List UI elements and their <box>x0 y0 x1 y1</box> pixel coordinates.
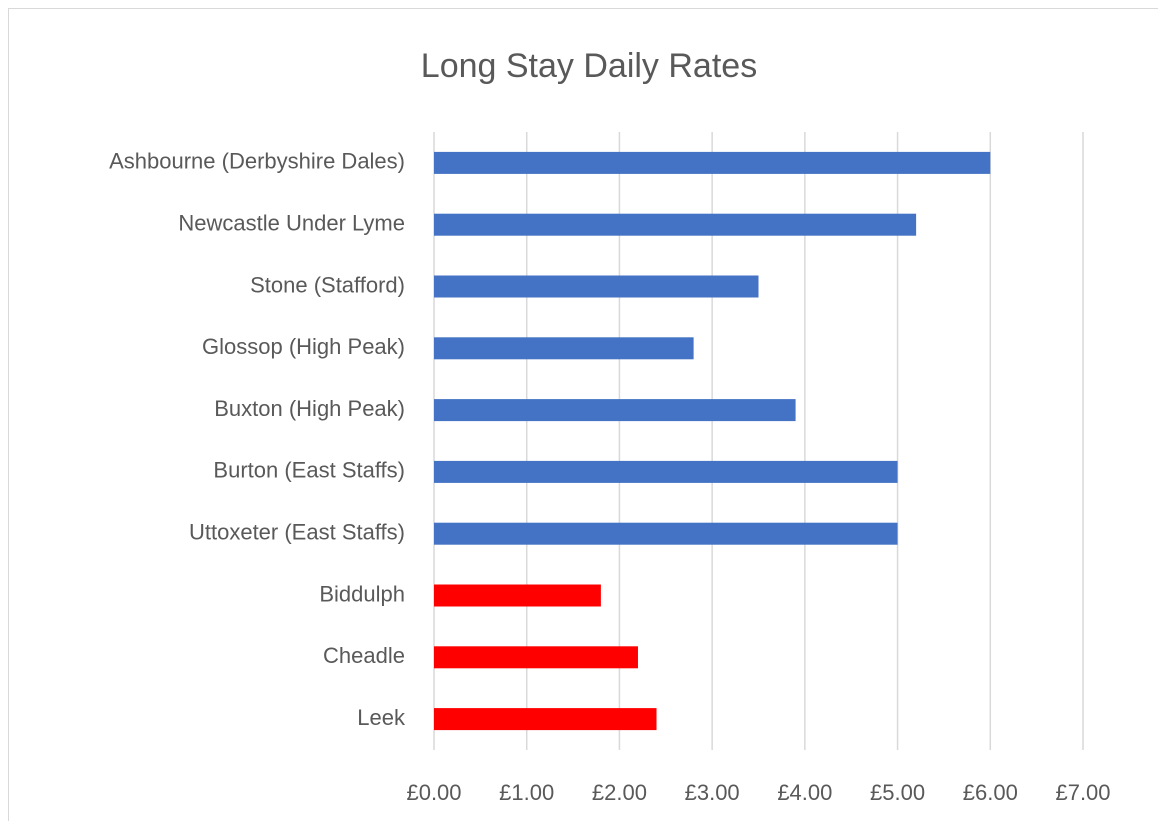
x-tick-label: £7.00 <box>1055 780 1110 805</box>
bar <box>434 213 917 236</box>
chart-title: Long Stay Daily Rates <box>421 47 757 85</box>
bar <box>434 522 898 545</box>
y-tick-label: Uttoxeter (East Staffs) <box>189 520 405 545</box>
x-tick-label: £5.00 <box>870 780 925 805</box>
y-tick-label: Glossop (High Peak) <box>202 334 405 359</box>
y-tick-label: Biddulph <box>319 581 405 606</box>
bar <box>434 399 796 422</box>
y-tick-label: Leek <box>357 705 406 730</box>
x-tick-label: £1.00 <box>499 780 554 805</box>
bar <box>434 584 601 607</box>
y-tick-label: Stone (Stafford) <box>250 272 405 297</box>
bar <box>434 151 991 174</box>
bar <box>434 460 898 483</box>
x-tick-label: £0.00 <box>406 780 461 805</box>
y-tick-label: Ashbourne (Derbyshire Dales) <box>109 149 405 174</box>
bar <box>434 337 694 360</box>
x-tick-label: £2.00 <box>592 780 647 805</box>
x-tick-label: £3.00 <box>685 780 740 805</box>
x-tick-label: £4.00 <box>777 780 832 805</box>
x-tick-label: £6.00 <box>963 780 1018 805</box>
bar <box>434 275 759 298</box>
y-tick-label: Burton (East Staffs) <box>213 458 405 483</box>
y-tick-label: Buxton (High Peak) <box>214 396 405 421</box>
bar <box>434 646 638 669</box>
y-tick-label: Newcastle Under Lyme <box>178 211 405 236</box>
bar <box>434 708 657 731</box>
y-tick-label: Cheadle <box>323 643 405 668</box>
